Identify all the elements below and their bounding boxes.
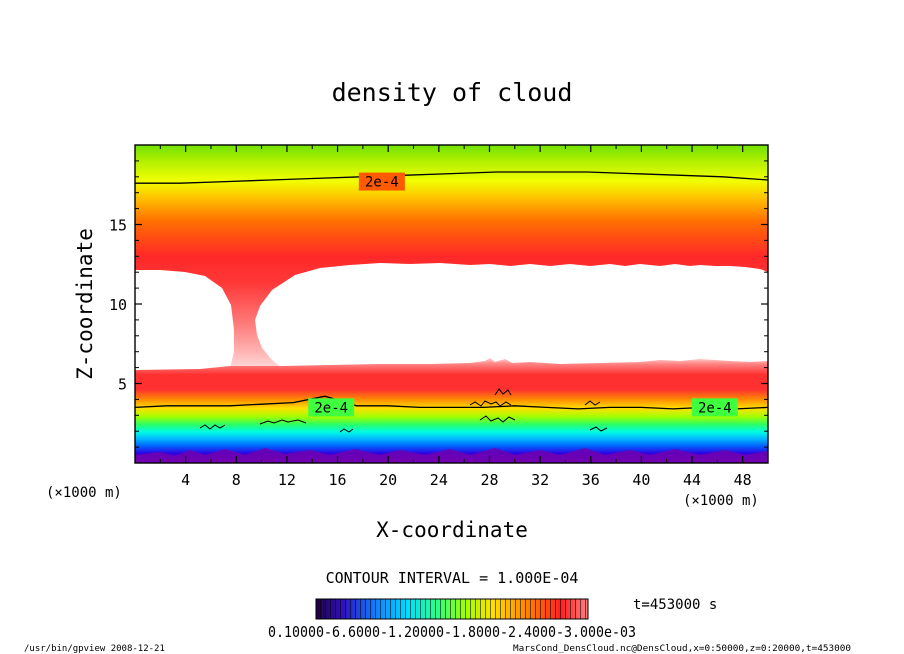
base-fringe (135, 448, 768, 463)
z-tick-label: 5 (118, 376, 127, 394)
x-tick-label: 28 (480, 471, 498, 489)
lower-cloud-band (135, 358, 768, 463)
z-tick-label: 10 (109, 296, 127, 314)
x-tick-label: 24 (430, 471, 448, 489)
z-axis-title: Z-coordinate (73, 228, 97, 380)
x-tick-label: 16 (329, 471, 347, 489)
x-tick-label: 8 (232, 471, 241, 489)
x-tick-label: 20 (379, 471, 397, 489)
contour-label-bg (308, 398, 355, 417)
x-tick-label: 44 (683, 471, 701, 489)
contour-label-bg (691, 398, 738, 417)
contour-labels: 2e-4 2e-4 2e-4 (308, 172, 738, 417)
x-unit-label: (×1000 m) (683, 493, 759, 509)
contour-label: 2e-4 (698, 400, 732, 416)
x-axis-ticks: 4 8 12 16 20 24 28 32 36 40 44 48 (159, 145, 752, 489)
x-tick-label: 36 (582, 471, 600, 489)
contour-squiggles (199, 388, 608, 433)
contour-label: 2e-4 (314, 400, 348, 416)
x-tick-label: 32 (531, 471, 549, 489)
x-tick-label: 48 (734, 471, 752, 489)
plot-field: 2e-4 2e-4 2e-4 (135, 145, 768, 463)
colorbar (315, 598, 589, 620)
z-axis-ticks: 5 10 15 (109, 160, 768, 448)
contour-label: 2e-4 (365, 175, 399, 191)
x-tick-label: 12 (278, 471, 296, 489)
z-unit-label: (×1000 m) (46, 485, 122, 501)
contour-interval-text: CONTOUR INTERVAL = 1.000E-04 (326, 569, 579, 587)
footer-program: /usr/bin/gpview 2008-12-21 (24, 644, 165, 654)
contour-label-bg (358, 172, 405, 191)
z-tick-label: 15 (109, 217, 127, 235)
upper-cloud-band (135, 145, 768, 368)
x-axis-title: X-coordinate (376, 518, 528, 542)
contour-line-upper (135, 171, 768, 184)
colorbar-frame (315, 598, 589, 620)
footer-source: MarsCond_DensCloud.nc@DensCloud,x=0:5000… (513, 644, 851, 654)
x-tick-label: 40 (632, 471, 650, 489)
time-label: t=453000 s (633, 597, 717, 613)
colorbar-ticks (316, 599, 588, 619)
x-tick-label: 4 (181, 471, 190, 489)
chart-title: density of cloud (332, 78, 573, 107)
contour-line-lower (135, 395, 768, 410)
colorbar-labels: 0.10000-6.6000-1.20000-1.8000-2.4000-3.0… (268, 623, 636, 641)
